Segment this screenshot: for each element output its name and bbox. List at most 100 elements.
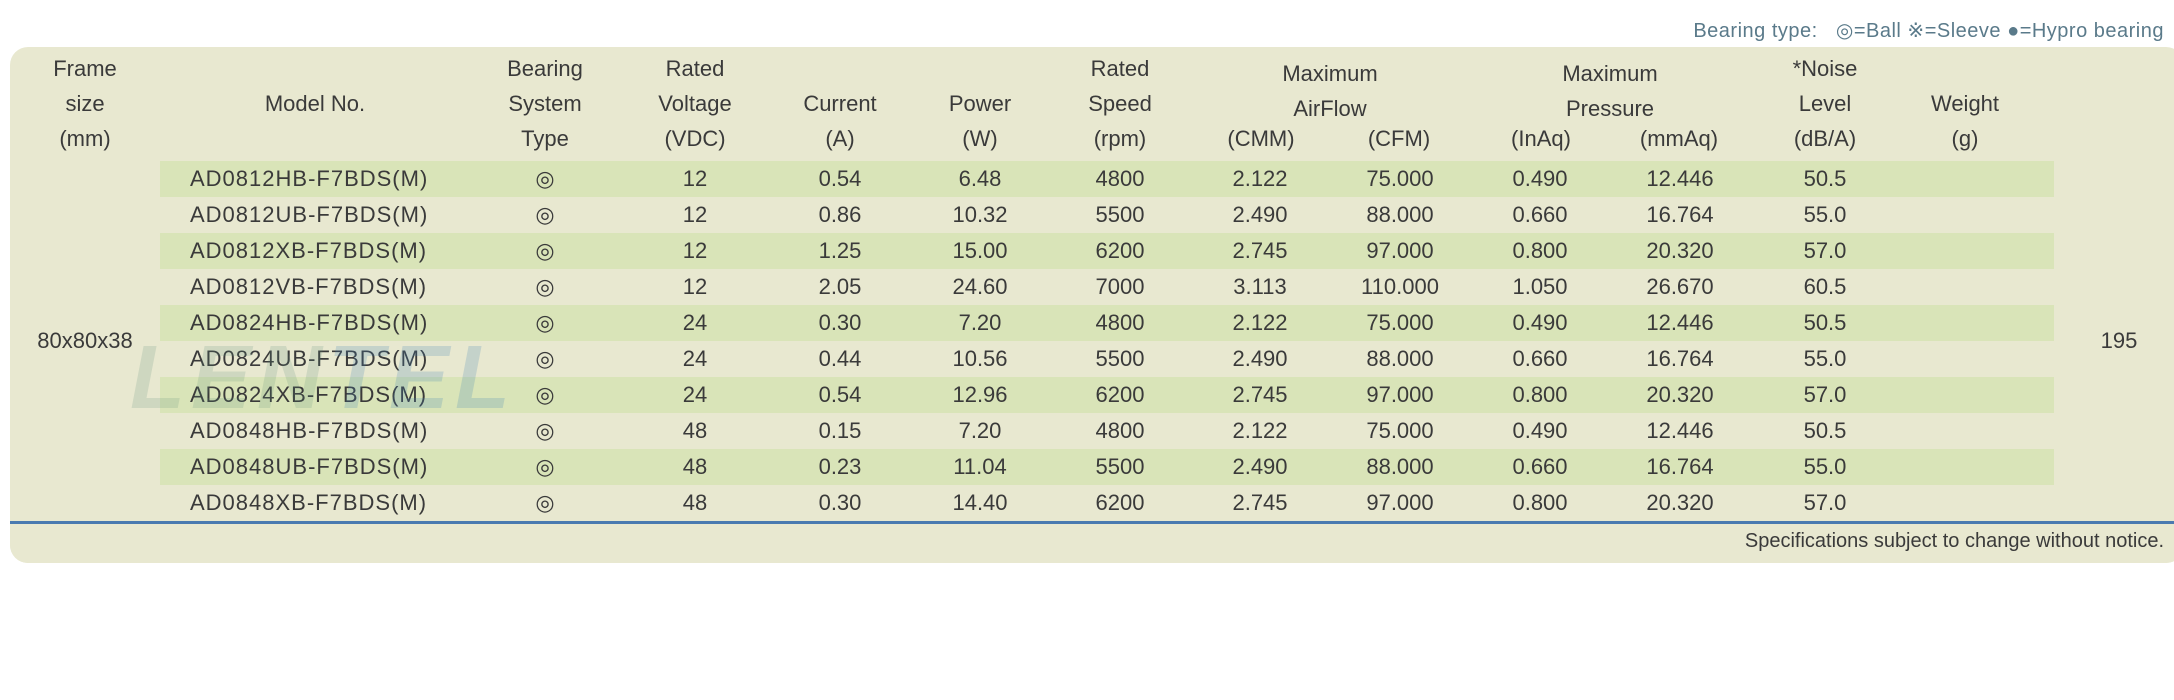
- table-row: AD0824HB-F7BDS(M)◎240.307.2048002.12275.…: [160, 305, 2054, 341]
- cell-bearing: ◎: [470, 449, 620, 485]
- cell-current: 2.05: [770, 269, 910, 305]
- hdr-speed: Rated Speed (rpm): [1050, 47, 1190, 161]
- cell-mmaq: 26.670: [1610, 269, 1750, 305]
- cell-inaq: 0.800: [1470, 377, 1610, 413]
- cell-power: 10.56: [910, 341, 1050, 377]
- cell-mmaq: 16.764: [1610, 341, 1750, 377]
- cell-bearing: ◎: [470, 269, 620, 305]
- cell-model: AD0824XB-F7BDS(M): [160, 377, 470, 413]
- cell-cfm: 97.000: [1330, 233, 1470, 269]
- cell-current: 0.30: [770, 305, 910, 341]
- table-row: AD0812VB-F7BDS(M)◎122.0524.6070003.11311…: [160, 269, 2054, 305]
- hdr-voltage: Rated Voltage (VDC): [620, 47, 770, 161]
- cell-mmaq: 16.764: [1610, 449, 1750, 485]
- cell-voltage: 12: [620, 269, 770, 305]
- hdr-pressure: Maximum Pressure (InAq) (mmAq): [1470, 47, 1750, 161]
- cell-noise: 57.0: [1750, 233, 1900, 269]
- hypro-icon: ●: [2007, 20, 2020, 42]
- cell-inaq: 1.050: [1470, 269, 1610, 305]
- cell-current: 0.15: [770, 413, 910, 449]
- ball-icon: ◎: [1836, 20, 1854, 42]
- cell-cfm: 88.000: [1330, 449, 1470, 485]
- cell-mmaq: 20.320: [1610, 233, 1750, 269]
- cell-bearing: ◎: [470, 485, 620, 521]
- table-row: AD0812HB-F7BDS(M)◎120.546.4848002.12275.…: [160, 161, 2054, 197]
- table-row: AD0824UB-F7BDS(M)◎240.4410.5655002.49088…: [160, 341, 2054, 377]
- cell-cfm: 88.000: [1330, 341, 1470, 377]
- cell-model: AD0848UB-F7BDS(M): [160, 449, 470, 485]
- cell-cfm: 75.000: [1330, 305, 1470, 341]
- cell-power: 15.00: [910, 233, 1050, 269]
- frame-size-cell: 80x80x38: [10, 161, 160, 521]
- hdr-frame: Frame size (mm): [10, 47, 160, 161]
- cell-power: 7.20: [910, 413, 1050, 449]
- cell-speed: 5500: [1050, 197, 1190, 233]
- cell-voltage: 48: [620, 413, 770, 449]
- cell-power: 10.32: [910, 197, 1050, 233]
- cell-cmm: 2.490: [1190, 341, 1330, 377]
- cell-bearing: ◎: [470, 341, 620, 377]
- table-row: AD0824XB-F7BDS(M)◎240.5412.9662002.74597…: [160, 377, 2054, 413]
- cell-inaq: 0.490: [1470, 413, 1610, 449]
- cell-power: 12.96: [910, 377, 1050, 413]
- cell-mmaq: 20.320: [1610, 377, 1750, 413]
- hdr-power: Power (W): [910, 47, 1050, 161]
- cell-cmm: 2.745: [1190, 233, 1330, 269]
- weight-cell: 195: [2054, 161, 2174, 521]
- table-row: AD0812UB-F7BDS(M)◎120.8610.3255002.49088…: [160, 197, 2054, 233]
- spec-table-container: Bearing type: ◎=Ball ※=Sleeve ●=Hypro be…: [10, 10, 2174, 563]
- cell-inaq: 0.490: [1470, 161, 1610, 197]
- cell-speed: 4800: [1050, 161, 1190, 197]
- hdr-bearing: Bearing System Type: [470, 47, 620, 161]
- cell-bearing: ◎: [470, 197, 620, 233]
- cell-model: AD0812UB-F7BDS(M): [160, 197, 470, 233]
- cell-cmm: 2.122: [1190, 161, 1330, 197]
- cell-noise: 60.5: [1750, 269, 1900, 305]
- cell-cfm: 97.000: [1330, 485, 1470, 521]
- cell-model: AD0848HB-F7BDS(M): [160, 413, 470, 449]
- cell-power: 7.20: [910, 305, 1050, 341]
- hdr-noise: *Noise Level (dB/A): [1750, 47, 1900, 161]
- cell-voltage: 12: [620, 233, 770, 269]
- cell-speed: 6200: [1050, 377, 1190, 413]
- cell-mmaq: 12.446: [1610, 305, 1750, 341]
- cell-cmm: 2.745: [1190, 485, 1330, 521]
- cell-bearing: ◎: [470, 161, 620, 197]
- hdr-current: Current (A): [770, 47, 910, 161]
- cell-bearing: ◎: [470, 233, 620, 269]
- cell-noise: 50.5: [1750, 413, 1900, 449]
- hypro-label: =Hypro bearing: [2020, 20, 2164, 42]
- cell-cmm: 2.490: [1190, 197, 1330, 233]
- sleeve-icon: ※: [1907, 20, 1924, 42]
- legend-prefix: Bearing type:: [1693, 20, 1817, 42]
- hdr-weight: Weight (g): [1900, 47, 2030, 161]
- cell-speed: 5500: [1050, 341, 1190, 377]
- ball-label: =Ball: [1854, 20, 1902, 42]
- cell-inaq: 0.660: [1470, 341, 1610, 377]
- cell-model: AD0812XB-F7BDS(M): [160, 233, 470, 269]
- cell-noise: 55.0: [1750, 341, 1900, 377]
- cell-power: 6.48: [910, 161, 1050, 197]
- cell-mmaq: 20.320: [1610, 485, 1750, 521]
- cell-model: AD0824HB-F7BDS(M): [160, 305, 470, 341]
- cell-noise: 57.0: [1750, 377, 1900, 413]
- cell-cmm: 3.113: [1190, 269, 1330, 305]
- cell-voltage: 24: [620, 341, 770, 377]
- cell-bearing: ◎: [470, 305, 620, 341]
- cell-cmm: 2.745: [1190, 377, 1330, 413]
- cell-inaq: 0.660: [1470, 197, 1610, 233]
- cell-voltage: 24: [620, 377, 770, 413]
- cell-cfm: 88.000: [1330, 197, 1470, 233]
- cell-current: 0.54: [770, 377, 910, 413]
- table-row: AD0848HB-F7BDS(M)◎480.157.2048002.12275.…: [160, 413, 2054, 449]
- table-row: AD0848UB-F7BDS(M)◎480.2311.0455002.49088…: [160, 449, 2054, 485]
- cell-voltage: 48: [620, 449, 770, 485]
- cell-bearing: ◎: [470, 377, 620, 413]
- cell-mmaq: 12.446: [1610, 413, 1750, 449]
- cell-cfm: 75.000: [1330, 413, 1470, 449]
- cell-speed: 6200: [1050, 485, 1190, 521]
- cell-current: 0.30: [770, 485, 910, 521]
- cell-noise: 55.0: [1750, 449, 1900, 485]
- cell-cmm: 2.122: [1190, 305, 1330, 341]
- hdr-airflow: Maximum AirFlow (CMM) (CFM): [1190, 47, 1470, 161]
